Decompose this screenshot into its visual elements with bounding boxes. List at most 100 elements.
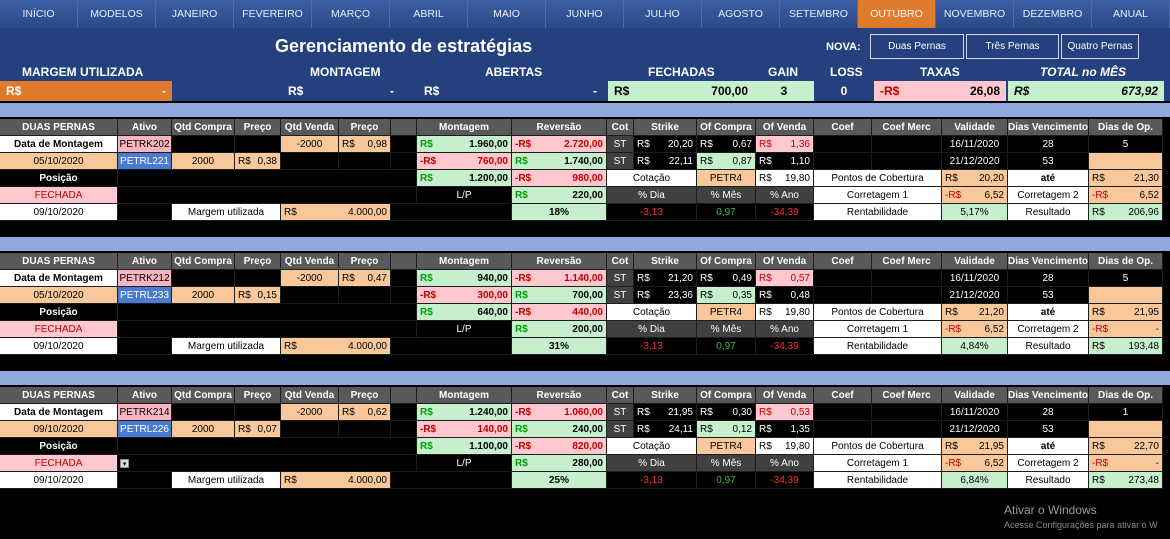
column-header: Of Venda (756, 387, 814, 404)
nav-tab-novembro[interactable]: NOVEMBRO (936, 0, 1014, 28)
status-badge[interactable]: FECHADA (0, 455, 118, 472)
qtd-venda-1[interactable]: -2000 (281, 270, 339, 287)
column-header: Validade (942, 387, 1008, 404)
ativo-leg-1[interactable]: PETRK212 (118, 270, 172, 287)
currency-symbol: R$ (945, 172, 958, 184)
currency-symbol: R$ (945, 306, 958, 318)
new-three-legs-button[interactable]: Três Pernas (966, 34, 1059, 59)
cell-value: 21,20 (978, 306, 1004, 318)
nav-tab-setembro[interactable]: SETEMBRO (780, 0, 858, 28)
currency-symbol: R$ (238, 423, 251, 435)
new-two-legs-button[interactable]: Duas Pernas (870, 34, 964, 59)
ativo-leg-2[interactable]: PETRL221 (118, 153, 172, 170)
blank-cell (391, 287, 417, 304)
column-header: Preço (235, 253, 281, 270)
cell-value: - (1155, 457, 1159, 469)
pct-mes-value: 0,97 (697, 472, 756, 489)
resultado-value: R$ 193,48 (1089, 338, 1163, 355)
nav-tab-outubro[interactable]: OUTUBRO (858, 0, 936, 28)
cell-value: 2.720,00 (564, 138, 603, 150)
dias-operacao: 1 (1089, 404, 1163, 421)
nav-tab-janeiro[interactable]: JANEIRO (156, 0, 234, 28)
dias-operacao: 5 (1089, 136, 1163, 153)
column-header: Reversão (512, 387, 607, 404)
currency-symbol: -R$ (515, 172, 532, 184)
nav-tab-maio[interactable]: MAIO (468, 0, 546, 28)
blank-cell (118, 187, 417, 204)
cot-st-1: ST (607, 270, 634, 287)
strike-2: R$ 22,11 (634, 153, 697, 170)
close-date[interactable]: 09/10/2020 (0, 204, 118, 221)
cell-value: 1,10 (790, 155, 810, 167)
pct-dia-label: % Dia (607, 321, 697, 338)
nav-tab-julho[interactable]: JULHO (624, 0, 702, 28)
of-compra-1: R$ 0,67 (697, 136, 756, 153)
dias-vencimento-1: 28 (1008, 404, 1089, 421)
cotacao-label: Cotação (607, 304, 697, 321)
corretagem-2-label: Corretagem 2 (1008, 455, 1089, 472)
cell-value: 0,87 (732, 155, 752, 167)
new-four-legs-button[interactable]: Quatro Pernas (1061, 34, 1139, 59)
resultado-value: R$ 273,48 (1089, 472, 1163, 489)
nav-tab-fevereiro[interactable]: FEVEREIRO (234, 0, 312, 28)
reversao-1: -R$ 1.060,00 (512, 404, 607, 421)
column-header: Montagem (417, 253, 512, 270)
montagem-2: -R$ 140,00 (417, 421, 512, 438)
qtd-compra-2[interactable]: 2000 (172, 153, 235, 170)
close-date[interactable]: 09/10/2020 (0, 472, 118, 489)
nav-tab-agosto[interactable]: AGOSTO (702, 0, 780, 28)
summary-header-fechadas: FECHADAS (648, 65, 715, 79)
pct-dia-value: -3,13 (607, 472, 697, 489)
page-title: Gerenciamento de estratégias (275, 36, 533, 56)
margem-utilizada-label: Margem utilizada (172, 204, 281, 221)
currency-symbol: R$ (1092, 206, 1105, 218)
ativo-leg-2[interactable]: PETRL226 (118, 421, 172, 438)
montagem-1: R$ 1.960,00 (417, 136, 512, 153)
cell-value: 1.100,00 (469, 440, 508, 452)
column-header (391, 253, 417, 270)
column-header: Qtd Venda (281, 119, 339, 136)
cell-value: 0,15 (257, 289, 277, 301)
margem-utilizada-value: R$ 4.000,00 (281, 338, 391, 355)
dropdown-arrow-icon[interactable]: ▾ (120, 459, 129, 468)
nav-tab-abril[interactable]: ABRIL (390, 0, 468, 28)
status-badge[interactable]: FECHADA (0, 321, 118, 338)
nav-tab-dezembro[interactable]: DEZEMBRO (1014, 0, 1092, 28)
date-montagem-value[interactable]: 09/10/2020 (0, 421, 118, 438)
dias-operacao-2 (1089, 287, 1163, 304)
date-montagem-value[interactable]: 05/10/2020 (0, 153, 118, 170)
currency-symbol: R$ (700, 406, 713, 418)
nav-tab-inicio[interactable]: INÍCIO (0, 0, 78, 28)
reversao-total: -R$ 440,00 (512, 304, 607, 321)
nav-tab-junho[interactable]: JUNHO (546, 0, 624, 28)
cell-value: 760,00 (477, 155, 508, 167)
dias-vencimento-2: 53 (1008, 421, 1089, 438)
column-header: Cot (607, 119, 634, 136)
qtd-compra-2[interactable]: 2000 (172, 287, 235, 304)
summary-montagem-value: R$ - (288, 84, 394, 98)
status-badge[interactable]: FECHADA (0, 187, 118, 204)
margem-utilizada-label: Margem utilizada (172, 338, 281, 355)
ativo-leg-1[interactable]: PETRK214 (118, 404, 172, 421)
ativo-leg-2[interactable]: PETRL233 (118, 287, 172, 304)
currency-symbol: R$ (1092, 440, 1105, 452)
close-date[interactable]: 09/10/2020 (0, 338, 118, 355)
qtd-venda-1[interactable]: -2000 (281, 136, 339, 153)
cell-value: 0,57 (790, 272, 810, 284)
pct-ano-label: % Ano (756, 321, 814, 338)
date-montagem-value[interactable]: 05/10/2020 (0, 287, 118, 304)
summary-gain-value: 3 (754, 81, 814, 101)
of-venda-1: R$ 0,57 (756, 270, 814, 287)
nav-tab-anual[interactable]: ANUAL (1092, 0, 1170, 28)
column-header: Preço (235, 119, 281, 136)
qtd-compra-2[interactable]: 2000 (172, 421, 235, 438)
nav-tab-marco[interactable]: MARÇO (312, 0, 390, 28)
posicao-label: Posição (0, 170, 118, 187)
ativo-leg-1[interactable]: PETRK202 (118, 136, 172, 153)
qtd-venda-1[interactable]: -2000 (281, 404, 339, 421)
cell-value: 0,48 (790, 289, 810, 301)
corretagem-1-label: Corretagem 1 (814, 455, 942, 472)
cell-value: 20,20 (978, 172, 1004, 184)
currency-symbol: R$ (238, 289, 251, 301)
nav-tab-modelos[interactable]: MODELOS (78, 0, 156, 28)
